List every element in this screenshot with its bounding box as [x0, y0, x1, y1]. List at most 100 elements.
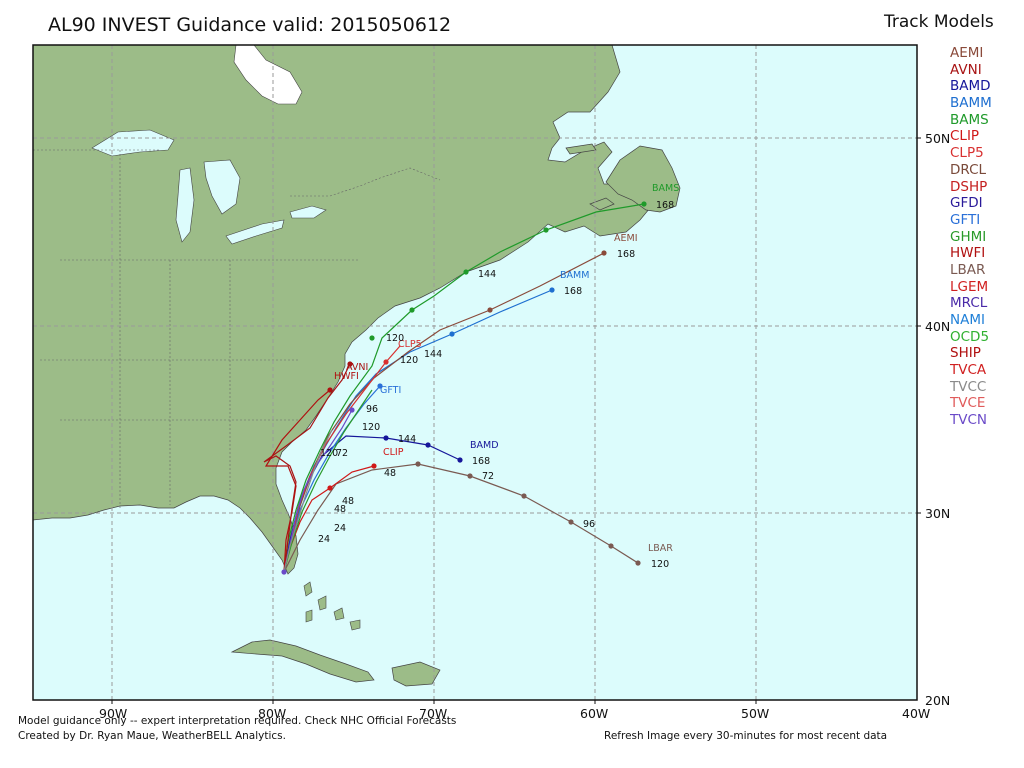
lake-erie [225, 219, 285, 245]
hour-lbar-72: 72 [482, 471, 494, 482]
lon-label-90w: 90W [99, 706, 127, 721]
lat-label-40n: 40N [925, 319, 950, 334]
hour-bamm-144: 144 [424, 349, 442, 360]
point-bams-156 [543, 227, 549, 233]
point-bams-120 [369, 335, 375, 341]
lake-michigan [175, 167, 195, 243]
map-title: AL90 INVEST Guidance valid: 2015050612 [48, 14, 452, 36]
label-bamm: BAMM [560, 270, 589, 281]
point-lbar-end [635, 560, 641, 566]
hour-ship-96: 96 [366, 404, 378, 415]
lat-lon-grid [33, 45, 917, 700]
hour-c-24a: 24 [334, 523, 346, 534]
track-points [281, 201, 647, 575]
lat-label-30n: 30N [925, 506, 950, 521]
hour-lbar-48: 48 [384, 468, 396, 479]
hour-c-48a: 48 [342, 496, 354, 507]
legend-item-ocd5: OCD5 [950, 328, 990, 345]
hour-c-48b: 48 [334, 504, 346, 515]
legend-item-clp5: CLP5 [950, 145, 984, 162]
hour-bams-168: 168 [656, 200, 674, 211]
hour-lbar-120: 120 [651, 559, 669, 570]
point-lbar-72 [568, 519, 574, 525]
point-shared-start [281, 569, 287, 575]
point-bams-144 [463, 269, 469, 275]
point-bamd-144 [425, 442, 431, 448]
hour-bamd-144: 144 [398, 434, 416, 445]
point-bams-end [641, 201, 647, 207]
axis-labels: 50N 40N 30N 20N 90W 80W 70W 60W 50W 40W [99, 131, 950, 721]
point-bamd-120 [383, 435, 389, 441]
legend-item-bamd: BAMD [950, 78, 991, 95]
track-tvcc [283, 429, 333, 573]
legend-item-drcl: DRCL [950, 161, 987, 178]
bahamas-islands [303, 581, 361, 631]
point-hwfi-end [327, 387, 333, 393]
hour-bams-144: 144 [478, 269, 496, 280]
point-clip-48 [327, 485, 333, 491]
model-legend: AEMI AVNI BAMD BAMM BAMS CLIP CLP5 DRCL … [950, 45, 992, 429]
lon-label-50w: 50W [741, 706, 769, 721]
point-avni-end [347, 361, 353, 367]
label-clip: CLIP [383, 447, 404, 458]
legend-item-ghmi: GHMI [950, 228, 987, 245]
us-canada-border [33, 149, 441, 197]
lat-label-20n: 20N [925, 693, 950, 708]
lon-label-40w: 40W [902, 706, 930, 721]
state-lines [40, 150, 360, 510]
point-gfti-end [377, 383, 383, 389]
legend-item-hwfi: HWFI [950, 245, 986, 262]
legend-item-bamm: BAMM [950, 95, 992, 112]
hour-clp5-120: 120 [400, 355, 418, 366]
legend-item-ship: SHIP [950, 345, 981, 362]
track-clp5 [283, 345, 401, 573]
label-avni: AVNI [346, 362, 368, 373]
legend-item-tvcc: TVCC [950, 378, 987, 395]
point-tvcn-end [349, 407, 355, 413]
point-bamd-end [457, 457, 463, 463]
lon-label-80w: 80W [258, 706, 286, 721]
map-border [32, 44, 918, 701]
hour-aemi-168: 168 [617, 249, 635, 260]
track-labels: LBAR BAMD CLIP BAMM AEMI BAMS CLP5 AVNI … [334, 183, 679, 554]
point-lbar-24 [467, 473, 473, 479]
hour-lbar-96: 96 [583, 519, 595, 530]
hour-mid-120: 120 [362, 422, 380, 433]
track-tvcn [283, 409, 353, 573]
legend-item-mrcl: MRCL [950, 295, 988, 312]
lon-label-60w: 60W [580, 706, 608, 721]
newfoundland-land [605, 145, 681, 213]
cuba-land [230, 639, 375, 683]
hour-mid-120b: 120 [320, 448, 338, 459]
legend-item-tvcn: TVCN [950, 412, 988, 429]
legend-item-bams: BAMS [950, 111, 989, 128]
james-bay [233, 44, 303, 105]
pei-land [589, 197, 615, 211]
point-lbar-48 [521, 493, 527, 499]
label-hwfi: HWFI [334, 371, 359, 382]
legend-item-gfti: GFTI [950, 211, 981, 228]
label-gfti: GFTI [380, 385, 401, 396]
legend-item-tvca: TVCA [950, 362, 987, 379]
point-clp5-end [383, 359, 389, 365]
lake-huron [203, 159, 241, 215]
footer-refresh-note: Refresh Image every 30-minutes for most … [604, 730, 888, 742]
label-aemi: AEMI [614, 233, 638, 244]
state-borders [33, 149, 441, 510]
legend-item-avni: AVNI [950, 61, 982, 78]
legend-item-dshp: DSHP [950, 178, 988, 195]
legend-item-lbar: LBAR [950, 261, 986, 278]
footer-credit: Created by Dr. Ryan Maue, WeatherBELL An… [18, 730, 286, 742]
point-bams-132 [409, 307, 415, 313]
point-clip-end [371, 463, 377, 469]
legend-title: Track Models [884, 12, 994, 32]
point-bamm-144 [449, 331, 455, 337]
lake-ontario [289, 205, 327, 219]
point-lbar-96 [608, 543, 614, 549]
label-lbar: LBAR [648, 543, 673, 554]
point-aemi-144 [487, 307, 493, 313]
hispaniola-land [391, 661, 441, 687]
hour-bams-120: 120 [386, 333, 404, 344]
label-clp5: CLP5 [398, 339, 422, 350]
label-bams: BAMS [652, 183, 679, 194]
